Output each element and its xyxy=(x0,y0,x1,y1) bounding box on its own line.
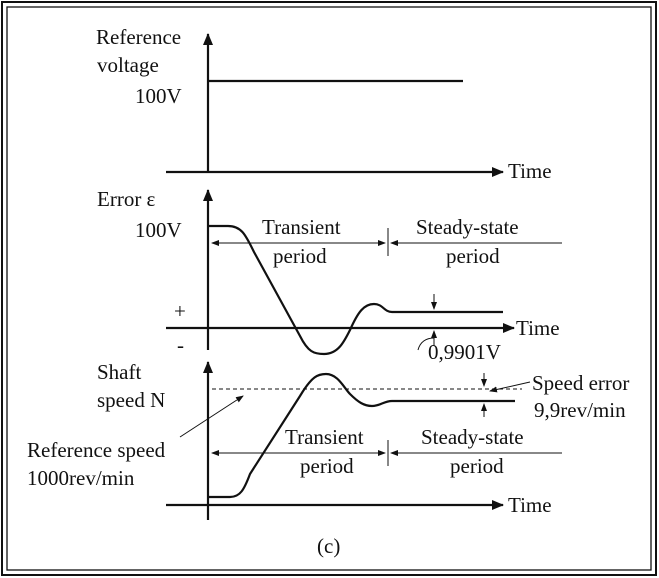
ref-ylabel-line2: voltage xyxy=(97,53,159,77)
spd-xlabel: Time xyxy=(508,493,552,517)
error-response-curve xyxy=(208,224,503,356)
spd-transient-label-1: Transient xyxy=(285,425,364,449)
ref-ylabel-line1: Reference xyxy=(96,25,181,49)
ref-speed-label-1: Reference speed xyxy=(27,438,166,462)
minus-sign: - xyxy=(177,333,184,357)
panel-reference-voltage: Reference voltage 100V Time xyxy=(96,25,552,183)
ref-xlabel: Time xyxy=(508,159,552,183)
speed-response-curve xyxy=(208,372,515,499)
reference-speed-pointer xyxy=(179,395,244,438)
steady-error-label: 0,9901V xyxy=(428,340,501,364)
speed-error-pointer xyxy=(489,381,531,393)
spd-ylabel-line2: speed N xyxy=(97,388,165,412)
speed-error-label: Speed error xyxy=(532,371,629,395)
err-level-label: 100V xyxy=(135,218,182,242)
err-ylabel: Error ε xyxy=(97,187,156,211)
figure-label: (c) xyxy=(317,534,340,558)
speed-error-value: 9,9rev/min xyxy=(534,398,626,422)
err-steady-label-1: Steady-state xyxy=(416,215,519,239)
panel-error: Error ε 100V Transient period Steady-sta… xyxy=(97,187,562,364)
err-xlabel: Time xyxy=(516,316,560,340)
err-marker-leader xyxy=(417,337,435,351)
err-transient-label-2: period xyxy=(273,244,327,268)
spd-transient-label-2: period xyxy=(300,454,354,478)
plus-sign: + xyxy=(174,299,186,323)
err-transient-label-1: Transient xyxy=(262,215,341,239)
spd-steady-label-2: period xyxy=(450,454,504,478)
ref-speed-label-2: 1000rev/min xyxy=(27,466,135,490)
inner-frame xyxy=(6,6,652,571)
err-steady-label-2: period xyxy=(446,244,500,268)
ref-level-label: 100V xyxy=(135,84,182,108)
spd-steady-label-1: Steady-state xyxy=(421,425,524,449)
panel-shaft-speed: Shaft speed N Speed error 9,9rev/min Ref… xyxy=(27,360,629,520)
spd-ylabel-line1: Shaft xyxy=(97,360,141,384)
